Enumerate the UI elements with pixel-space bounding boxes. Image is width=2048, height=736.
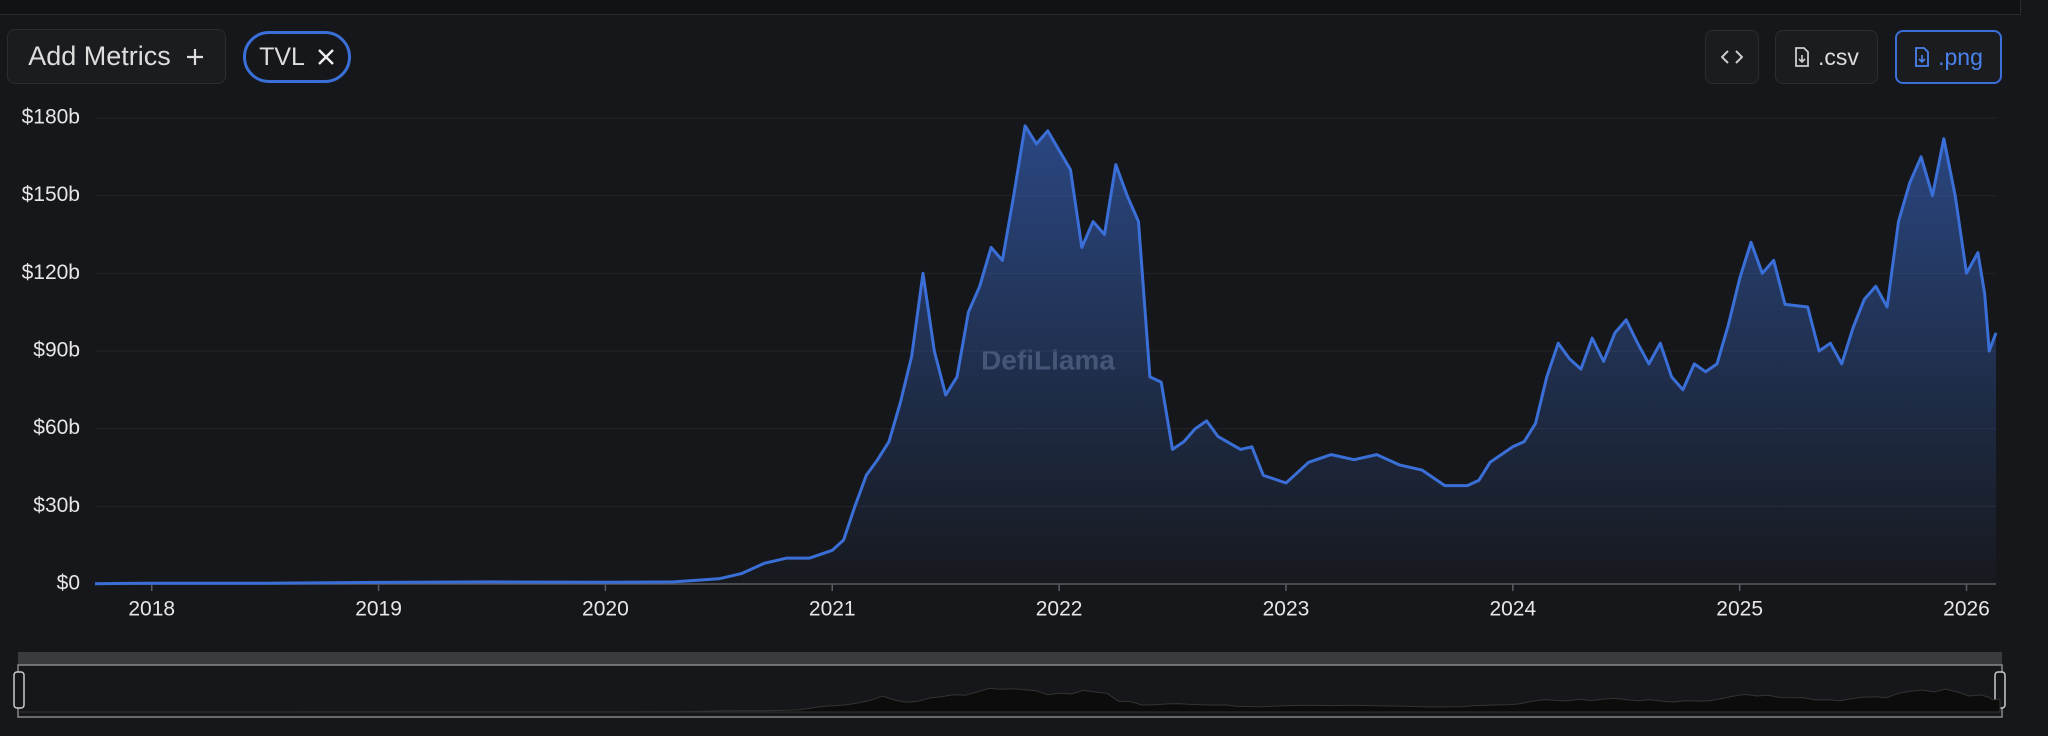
plus-icon bbox=[186, 48, 203, 65]
y-tick-label: $90b bbox=[33, 339, 80, 362]
y-tick-label: $30b bbox=[33, 494, 80, 517]
add-metrics-label: Add Metrics bbox=[28, 41, 171, 71]
x-tick-label: 2019 bbox=[355, 598, 402, 621]
y-tick-label: $120b bbox=[22, 261, 80, 284]
navigator-handle[interactable] bbox=[1994, 671, 2006, 709]
tvl-chip[interactable]: TVL bbox=[243, 31, 351, 83]
x-tick-label: 2018 bbox=[128, 598, 175, 621]
add-metrics-button[interactable]: Add Metrics bbox=[7, 29, 226, 84]
y-tick-label: $60b bbox=[33, 416, 80, 439]
top-border bbox=[0, 0, 2021, 15]
y-tick-label: $180b bbox=[22, 106, 80, 129]
embed-button[interactable] bbox=[1705, 30, 1759, 84]
x-tick-label: 2025 bbox=[1716, 598, 1763, 621]
y-tick-label: $0 bbox=[57, 572, 80, 595]
x-tick-label: 2021 bbox=[809, 598, 856, 621]
png-label: .png bbox=[1938, 43, 1983, 70]
tvl-line bbox=[94, 124, 1998, 586]
x-tick-label: 2022 bbox=[1036, 598, 1083, 621]
navigator-bar bbox=[18, 652, 2002, 665]
tvl-chip-label: TVL bbox=[259, 42, 305, 71]
watermark: DefiLlama bbox=[981, 344, 1115, 375]
navigator-frame bbox=[17, 664, 2003, 718]
x-tick-label: 2023 bbox=[1263, 598, 1310, 621]
x-tick-label: 2024 bbox=[1489, 598, 1536, 621]
code-icon bbox=[1721, 50, 1743, 64]
y-tick-label: $150b bbox=[22, 183, 80, 206]
area-fill bbox=[95, 125, 1996, 585]
png-button[interactable]: .png bbox=[1895, 30, 2002, 84]
file-icon bbox=[1915, 47, 1930, 67]
navigator-area bbox=[20, 687, 2001, 713]
csv-button[interactable]: .csv bbox=[1775, 30, 1878, 84]
csv-label: .csv bbox=[1818, 43, 1859, 70]
x-tick-label: 2020 bbox=[582, 598, 629, 621]
x-tick-label: 2026 bbox=[1943, 598, 1990, 621]
file-icon bbox=[1795, 47, 1809, 67]
close-icon bbox=[318, 49, 334, 65]
navigator-handle[interactable] bbox=[13, 671, 25, 709]
